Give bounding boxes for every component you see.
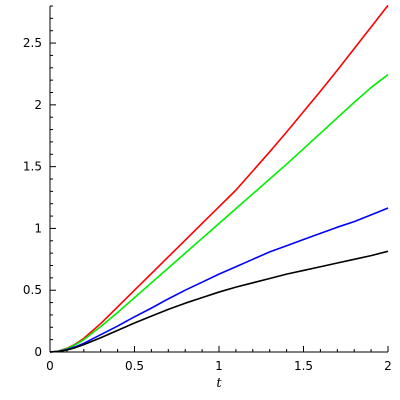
- x-axis-label: t: [216, 376, 222, 391]
- x-tick-label: 0: [46, 359, 54, 373]
- series-layer: [49, 4, 389, 353]
- y-tick-label: 0: [34, 345, 42, 359]
- y-tick-label: 1.5: [23, 160, 42, 174]
- series-line-3: [49, 207, 389, 353]
- x-tick-label: 2: [384, 359, 392, 373]
- series-line-4: [49, 250, 389, 353]
- y-tick-label: 2: [34, 98, 42, 112]
- ticks-layer: 0 0.5 1 1.5 2 0 0.5 1 1.5 2 2.5: [23, 5, 392, 373]
- x-tick-label: 1.5: [294, 359, 313, 373]
- y-tick-label: 2.5: [23, 36, 42, 50]
- series-line-1: [49, 4, 389, 353]
- axes-layer: [49, 6, 388, 353]
- x-tick-label: 1: [215, 359, 223, 373]
- series-line-2: [49, 73, 389, 353]
- y-tick-label: 1: [34, 221, 42, 235]
- x-tick-label: 0.5: [125, 359, 144, 373]
- y-tick-label: 0.5: [23, 283, 42, 297]
